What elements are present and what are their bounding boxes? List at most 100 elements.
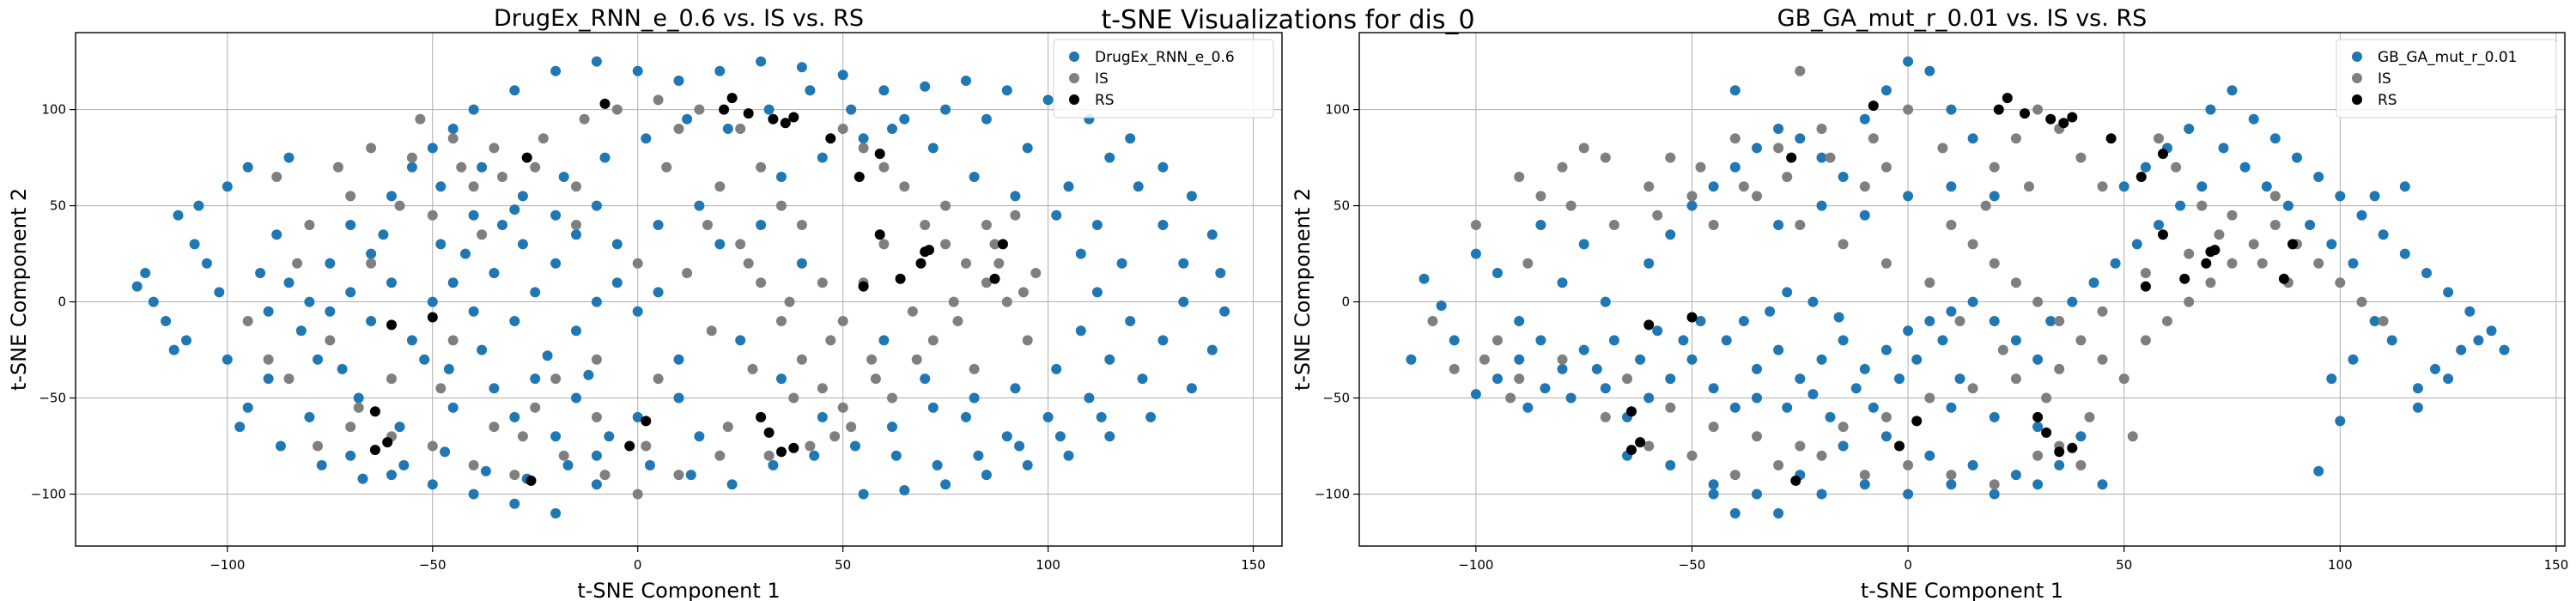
data-point bbox=[517, 431, 528, 442]
data-point bbox=[837, 70, 848, 81]
data-point bbox=[2140, 281, 2151, 292]
data-point bbox=[756, 277, 767, 288]
data-point bbox=[1773, 344, 1784, 355]
data-point bbox=[1470, 220, 1481, 230]
data-point bbox=[1125, 133, 1136, 144]
data-point bbox=[2032, 296, 2044, 307]
data-point bbox=[1600, 152, 1611, 163]
data-point bbox=[394, 200, 405, 211]
data-point bbox=[1967, 296, 1978, 307]
data-point bbox=[447, 335, 459, 346]
data-point bbox=[920, 81, 931, 92]
x-tick-label: −50 bbox=[1679, 557, 1706, 573]
data-point bbox=[1980, 200, 1991, 211]
data-point bbox=[353, 402, 364, 413]
data-point bbox=[2097, 306, 2108, 317]
data-point bbox=[337, 363, 348, 374]
data-point bbox=[386, 191, 397, 202]
data-point bbox=[940, 200, 951, 211]
data-point bbox=[1946, 470, 1957, 481]
data-point bbox=[2399, 181, 2410, 192]
y-tick-label: −100 bbox=[1315, 487, 1350, 502]
data-point bbox=[1782, 287, 1793, 298]
data-point bbox=[1578, 143, 1589, 154]
data-point bbox=[550, 209, 562, 221]
data-point bbox=[796, 258, 807, 269]
data-point bbox=[353, 392, 364, 404]
data-point bbox=[2041, 427, 2052, 438]
data-point bbox=[887, 392, 897, 404]
data-point bbox=[1427, 316, 1438, 326]
data-point bbox=[1752, 489, 1762, 500]
chart-panel-right: −100 −50 0 50 100 150 −100 −50 0 50 100 GB_GA_mut_r… bbox=[1291, 5, 2568, 601]
data-point bbox=[969, 363, 980, 374]
data-point bbox=[2010, 133, 2021, 144]
data-point bbox=[2184, 296, 2195, 307]
data-point bbox=[1911, 354, 1923, 365]
data-point bbox=[920, 373, 931, 385]
data-point bbox=[641, 416, 652, 427]
data-point bbox=[714, 239, 726, 250]
data-point bbox=[874, 149, 885, 160]
data-point bbox=[538, 133, 549, 144]
data-point bbox=[1903, 489, 1914, 500]
data-point bbox=[768, 113, 779, 124]
data-point bbox=[2118, 373, 2129, 385]
data-point bbox=[682, 268, 693, 278]
data-point bbox=[2399, 248, 2410, 259]
data-point bbox=[1795, 440, 1806, 452]
data-point bbox=[2118, 181, 2129, 192]
data-point bbox=[915, 258, 927, 269]
data-point bbox=[948, 296, 959, 307]
data-point bbox=[1816, 354, 1827, 365]
data-point bbox=[571, 392, 581, 404]
data-point bbox=[1868, 402, 1879, 413]
data-point bbox=[776, 373, 787, 385]
data-point bbox=[1838, 335, 1849, 346]
y-tick-label: 50 bbox=[50, 198, 66, 214]
data-point bbox=[1018, 287, 1029, 298]
series-2 bbox=[369, 93, 1008, 486]
data-point bbox=[780, 118, 791, 129]
data-point bbox=[2227, 209, 2238, 221]
data-point bbox=[1903, 56, 1914, 67]
data-point bbox=[768, 459, 779, 470]
data-point bbox=[817, 152, 828, 163]
data-point bbox=[1470, 389, 1481, 400]
data-point bbox=[1859, 479, 1870, 490]
data-point bbox=[1924, 392, 1935, 404]
data-point bbox=[2067, 112, 2078, 123]
data-point bbox=[1773, 143, 1784, 154]
data-point bbox=[2248, 113, 2259, 124]
data-point bbox=[440, 446, 451, 458]
data-point bbox=[234, 422, 246, 433]
figure-suptitle: t-SNE Visualizations for dis_0 bbox=[1101, 5, 1475, 35]
data-point bbox=[447, 402, 459, 413]
data-point bbox=[1419, 273, 1430, 284]
data-point bbox=[1075, 325, 1086, 337]
data-point bbox=[1795, 65, 1806, 76]
data-point bbox=[1729, 133, 1741, 144]
data-point bbox=[632, 306, 643, 317]
data-point bbox=[890, 450, 902, 461]
data-point bbox=[1859, 470, 1870, 481]
data-point bbox=[2054, 316, 2065, 326]
data-point bbox=[1946, 220, 1957, 230]
series-2 bbox=[1626, 93, 2298, 486]
data-point bbox=[1729, 507, 1741, 519]
data-point bbox=[1880, 161, 1892, 173]
data-point bbox=[1729, 85, 1741, 96]
data-point bbox=[599, 98, 611, 109]
data-point bbox=[1051, 363, 1062, 374]
data-point bbox=[131, 281, 143, 292]
data-point bbox=[1643, 181, 1655, 192]
data-point bbox=[386, 373, 397, 385]
data-point bbox=[2261, 181, 2272, 192]
chart-title: DrugEx_RNN_e_0.6 vs. IS vs. RS bbox=[494, 5, 864, 32]
data-point bbox=[1880, 411, 1892, 422]
data-point bbox=[1436, 300, 1447, 311]
data-point bbox=[1795, 220, 1806, 230]
data-point bbox=[1042, 94, 1054, 106]
data-point bbox=[1219, 306, 1230, 317]
data-point bbox=[2313, 172, 2324, 182]
